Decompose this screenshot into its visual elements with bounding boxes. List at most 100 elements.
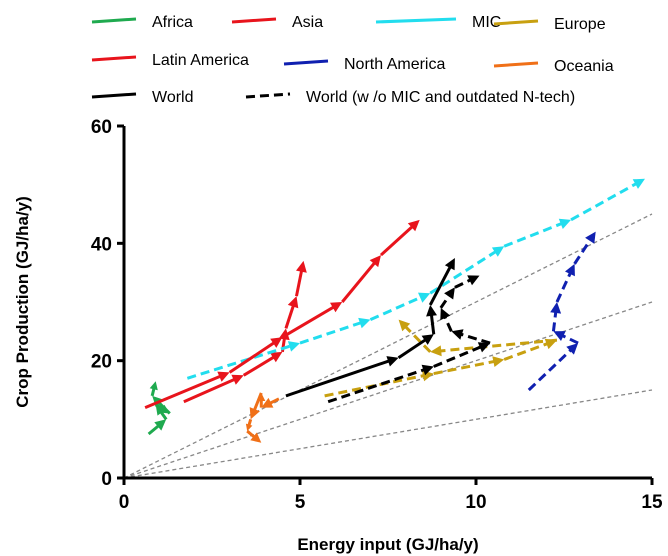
series-latin-america-segment-1-head xyxy=(217,371,230,382)
series-oceania xyxy=(245,392,280,443)
series-europe xyxy=(324,319,558,398)
series-world-segment-3-shaft xyxy=(429,314,436,335)
series-africa-segment-2-shaft xyxy=(159,411,168,421)
series-north-america-segment-3-shaft xyxy=(551,311,558,332)
series-europe-segment-3-shaft xyxy=(503,342,549,361)
series-world-segment-2-shaft xyxy=(397,338,427,359)
legend-item-oceania: Oceania xyxy=(493,58,614,75)
series-africa-segment-1 xyxy=(147,419,167,436)
series-asia-segment-5 xyxy=(295,260,307,297)
x-tick-label-10: 10 xyxy=(465,492,486,513)
legend-swatch-world-w-o-mic-and-outdated-n-tech xyxy=(245,92,291,99)
series-world-segment-1 xyxy=(285,356,399,398)
legend-item-africa: Africa xyxy=(91,14,193,31)
series-north-america-segment-2-shaft xyxy=(561,334,579,345)
series-north-america-segment-2 xyxy=(553,331,579,345)
series-mic-segment-5 xyxy=(503,218,571,248)
series-latin-america-segment-1-shaft xyxy=(144,374,221,409)
legend-swatch-oceania xyxy=(493,61,539,68)
series-north-america-segment-1-shaft xyxy=(527,348,572,392)
series-latin-america-segment-5-head xyxy=(407,219,420,232)
series-world-segment-4-head xyxy=(444,258,455,271)
legend-swatch-europe xyxy=(493,19,539,26)
legend-swatch-asia xyxy=(231,17,277,24)
series-mic-segment-3-shaft xyxy=(369,295,422,321)
series-latin-america xyxy=(144,219,420,409)
x-tick-label-0: 0 xyxy=(119,492,130,513)
series-oceania-segment-4 xyxy=(245,418,253,432)
series-europe-segment-2 xyxy=(433,356,505,376)
series-world-w-o-mic-and-outdated-n-tech-segment-2-shaft xyxy=(433,345,482,368)
legend-label-latin-america: Latin America xyxy=(152,52,249,69)
legend-item-world-w-o-mic-and-outdated-n-tech: World (w /o MIC and outdated N-tech) xyxy=(245,89,575,106)
series-europe-segment-1 xyxy=(324,370,434,398)
series-mic-segment-2-shaft xyxy=(299,321,362,345)
legend-label-world-w-o-mic-and-outdated-n-tech: World (w /o MIC and outdated N-tech) xyxy=(306,89,575,106)
y-tick-label-40: 40 xyxy=(91,234,112,255)
series-world xyxy=(285,258,455,398)
series-oceania-segment-4-shaft xyxy=(247,418,253,427)
legend-swatch-world xyxy=(91,92,137,99)
legend-item-mic: MIC xyxy=(375,14,501,31)
series-asia-segment-4-head xyxy=(287,296,299,309)
legend-label-africa: Africa xyxy=(152,14,193,31)
series-asia-segment-2-shaft xyxy=(242,355,275,377)
series-mic-segment-5-shaft xyxy=(503,222,563,248)
series-africa-segment-4-shaft xyxy=(158,401,171,415)
series-africa-segment-5-shaft xyxy=(150,387,156,397)
series-world-w-o-mic-and-outdated-n-tech-segment-4-shaft xyxy=(443,316,453,332)
axes xyxy=(122,126,652,480)
series-asia-segment-5-head xyxy=(296,260,307,273)
series-world-segment-3 xyxy=(426,304,437,335)
reference-line-slope-1 xyxy=(123,389,653,479)
y-tick-label-60: 60 xyxy=(91,117,112,138)
series-world-w-o-mic-and-outdated-n-tech-segment-1-shaft xyxy=(327,368,425,404)
series-latin-america-segment-1 xyxy=(144,371,230,409)
series-world-w-o-mic-and-outdated-n-tech-segment-6-shaft xyxy=(454,278,472,289)
series-europe-segment-5-head xyxy=(398,319,411,332)
y-axis-title: Crop Production (GJ/ha/y) xyxy=(13,196,32,408)
reference-line-slope-3 xyxy=(123,213,653,479)
y-tick-label-0: 0 xyxy=(101,469,112,490)
legend-swatch-mic xyxy=(375,17,457,24)
legend-item-north-america: North America xyxy=(283,56,445,73)
series-world-w-o-mic-and-outdated-n-tech-segment-5 xyxy=(439,287,455,309)
series-oceania-segment-5-head xyxy=(250,432,262,443)
series-world-segment-1-head xyxy=(386,356,399,367)
series-world-w-o-mic-and-outdated-n-tech-segment-3-shaft xyxy=(460,332,491,345)
legend-swatch-north-america xyxy=(283,59,329,66)
series-asia-segment-5-shaft xyxy=(295,270,304,297)
series-asia xyxy=(183,260,307,404)
series-mic-segment-6-head xyxy=(632,178,645,189)
series-oceania-segment-1-shaft xyxy=(269,397,280,405)
series-north-america-segment-4-head xyxy=(565,263,575,277)
series-europe-segment-4 xyxy=(430,338,558,357)
series-north-america-segment-3 xyxy=(550,302,562,332)
series-latin-america-segment-3 xyxy=(281,302,343,339)
series-asia-segment-1-head xyxy=(231,374,244,385)
series-europe-segment-4-shaft xyxy=(440,338,558,353)
series-oceania-segment-5-shaft xyxy=(246,429,256,439)
legend-label-oceania: Oceania xyxy=(554,58,614,75)
series-asia-segment-3-head xyxy=(278,328,290,341)
series-latin-america-segment-4-shaft xyxy=(341,261,376,303)
legend-swatch-africa xyxy=(91,17,137,24)
series-world-segment-2-head xyxy=(421,334,434,345)
series-oceania-segment-3-head xyxy=(249,407,260,420)
series-europe-segment-2-shaft xyxy=(433,359,495,376)
series-asia-segment-4-shaft xyxy=(284,305,295,329)
series-africa xyxy=(147,381,171,436)
series-asia-segment-2 xyxy=(242,351,283,377)
series-mic-segment-3-head xyxy=(418,292,431,303)
legend-item-latin-america: Latin America xyxy=(91,52,249,69)
series-world-segment-1-shaft xyxy=(285,359,390,398)
series-asia-segment-1-shaft xyxy=(183,377,236,404)
series-world-w-o-mic-and-outdated-n-tech-segment-4 xyxy=(440,307,453,332)
series-layer xyxy=(144,178,645,443)
series-world-w-o-mic-and-outdated-n-tech-segment-1-head xyxy=(421,364,434,376)
series-world-w-o-mic-and-outdated-n-tech-segment-5-shaft xyxy=(439,294,451,309)
reference-line-slope-2 xyxy=(123,301,653,479)
series-mic-segment-2-head xyxy=(358,317,371,329)
series-latin-america-segment-4-head xyxy=(369,255,381,268)
series-mic-segment-5-head xyxy=(558,218,571,229)
